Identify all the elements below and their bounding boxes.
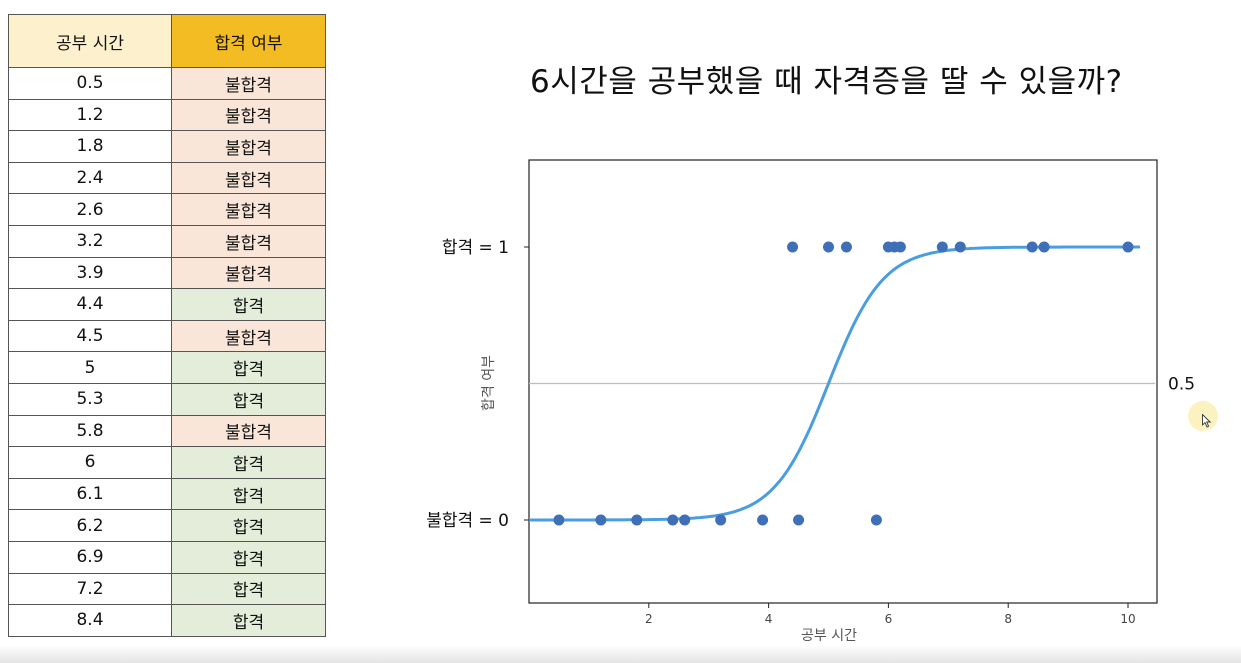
table-row: 2.6 불합격 xyxy=(8,193,326,226)
cell-study-hours: 1.8 xyxy=(8,130,172,163)
data-point xyxy=(936,241,948,253)
cell-study-hours: 6.9 xyxy=(8,540,172,574)
data-point xyxy=(1026,241,1038,253)
table-row: 8.4 합격 xyxy=(8,604,326,637)
mouse-cursor-icon xyxy=(1202,414,1212,428)
cell-study-hours: 6 xyxy=(8,446,172,479)
data-point xyxy=(667,514,679,526)
cell-study-hours: 3.2 xyxy=(8,224,172,258)
cell-pass-result: 불합격 xyxy=(171,130,326,163)
data-table: 공부 시간 합격 여부 0.5 불합격 1.2 불합격 1.8 불합격 2.4 불합격 2.6 불… xyxy=(8,14,326,637)
sigmoid-curve xyxy=(529,245,1140,522)
x-tick-label: 10 xyxy=(1120,612,1135,626)
x-tick-label: 2 xyxy=(645,612,653,626)
table-row: 1.2 불합격 xyxy=(8,98,326,132)
cell-pass-result: 불합격 xyxy=(171,67,326,100)
cell-pass-result: 합격 xyxy=(171,604,326,637)
y-tick-label: 불합격 = 0 xyxy=(426,511,509,531)
cell-pass-result: 불합격 xyxy=(171,256,326,290)
table-row: 3.2 불합격 xyxy=(8,224,326,258)
cell-study-hours: 2.6 xyxy=(8,193,172,226)
data-point xyxy=(715,514,727,526)
data-point xyxy=(1122,241,1134,253)
cell-study-hours: 6.2 xyxy=(8,509,172,542)
table-row: 7.2 합격 xyxy=(8,572,326,606)
bottom-fade xyxy=(0,645,1241,663)
cell-study-hours: 5.8 xyxy=(8,414,172,448)
cell-pass-result: 합격 xyxy=(171,509,326,542)
cell-study-hours: 4.5 xyxy=(8,319,172,353)
cell-pass-result: 합격 xyxy=(171,446,326,479)
table-row: 5.3 합격 xyxy=(8,382,326,416)
table-row: 6 합격 xyxy=(8,446,326,479)
cell-pass-result: 합격 xyxy=(171,382,326,416)
data-point xyxy=(1038,241,1050,253)
data-point xyxy=(787,241,799,253)
data-point xyxy=(894,241,906,253)
x-tick-label: 6 xyxy=(885,612,893,626)
table-row: 6.2 합격 xyxy=(8,509,326,542)
cell-pass-result: 불합격 xyxy=(171,98,326,132)
table-row: 5.8 불합격 xyxy=(8,414,326,448)
cell-pass-result: 불합격 xyxy=(171,224,326,258)
threshold-label: 0.5 xyxy=(1168,375,1195,395)
header-pass-result: 합격 여부 xyxy=(171,14,326,68)
cell-study-hours: 2.4 xyxy=(8,161,172,195)
data-point xyxy=(954,241,966,253)
cell-pass-result: 합격 xyxy=(171,477,326,511)
cell-pass-result: 불합격 xyxy=(171,319,326,353)
y-tick-label: 합격 = 1 xyxy=(442,238,509,258)
cell-study-hours: 8.4 xyxy=(8,604,172,637)
table-row: 2.4 불합격 xyxy=(8,161,326,195)
data-point xyxy=(823,241,834,253)
plot-frame xyxy=(528,159,1158,604)
x-tick-label: 4 xyxy=(765,612,773,626)
table-row: 6.9 합격 xyxy=(8,540,326,574)
table-row: 5 합격 xyxy=(8,351,326,384)
x-tick-label: 8 xyxy=(1004,612,1012,626)
data-point xyxy=(595,514,607,526)
cell-pass-result: 합격 xyxy=(171,288,326,321)
cell-pass-result: 합격 xyxy=(171,351,326,384)
data-point xyxy=(631,514,643,526)
cell-pass-result: 불합격 xyxy=(171,161,326,195)
cell-study-hours: 7.2 xyxy=(8,572,172,606)
data-point xyxy=(870,514,882,526)
cell-study-hours: 5.3 xyxy=(8,382,172,416)
cell-pass-result: 합격 xyxy=(171,572,326,606)
data-point xyxy=(679,514,691,526)
table-row: 3.9 불합격 xyxy=(8,256,326,290)
chart-title: 6시간을 공부했을 때 자격증을 딸 수 있을까? xyxy=(530,64,1123,100)
data-point xyxy=(757,514,769,526)
data-point xyxy=(840,241,852,253)
data-point xyxy=(793,514,805,526)
x-axis-label: 공부 시간 xyxy=(801,628,857,644)
cell-study-hours: 3.9 xyxy=(8,256,172,290)
cell-pass-result: 불합격 xyxy=(171,414,326,448)
table-header-row: 공부 시간 합격 여부 xyxy=(8,14,326,68)
header-study-hours: 공부 시간 xyxy=(8,14,172,68)
table-row: 1.8 불합격 xyxy=(8,130,326,163)
data-point xyxy=(553,514,565,526)
y-axis-label: 합격 여부 xyxy=(481,355,497,411)
table-row: 4.5 불합격 xyxy=(8,319,326,353)
table-body: 0.5 불합격 1.2 불합격 1.8 불합격 2.4 불합격 2.6 불합격 3.2 불합격 3.9 불… xyxy=(8,67,326,637)
cell-study-hours: 1.2 xyxy=(8,98,172,132)
cell-study-hours: 5 xyxy=(8,351,172,384)
cell-pass-result: 합격 xyxy=(171,540,326,574)
